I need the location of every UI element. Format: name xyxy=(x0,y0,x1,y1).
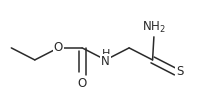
Text: NH$_2$: NH$_2$ xyxy=(142,20,166,35)
Text: H: H xyxy=(101,49,110,59)
Text: O: O xyxy=(54,41,63,54)
Text: S: S xyxy=(176,66,184,79)
Text: N: N xyxy=(101,55,110,68)
Text: O: O xyxy=(77,77,87,90)
